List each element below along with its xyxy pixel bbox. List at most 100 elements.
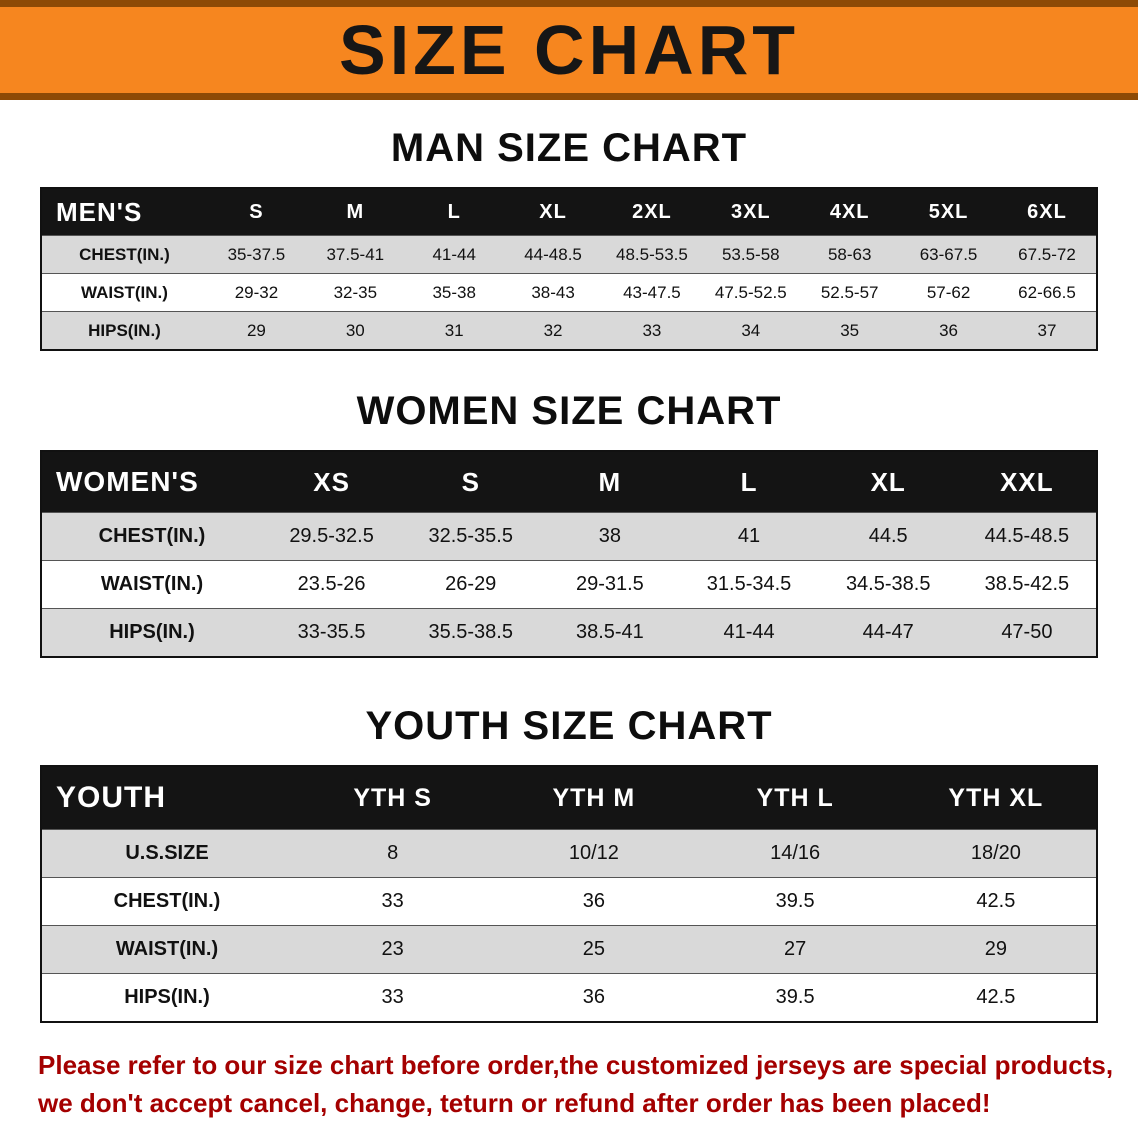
size-value-cell: 32 — [503, 311, 603, 350]
size-column-header: L — [679, 451, 819, 513]
table-header-row: MEN'S S M L XL 2XL 3XL 4XL 5XL 6XL — [41, 188, 1097, 236]
men-section-heading: MAN SIZE CHART — [390, 126, 748, 170]
table-header-row: WOMEN'S XS S M L XL XXL — [41, 451, 1097, 513]
size-value-cell: 33-35.5 — [262, 608, 402, 657]
size-value-cell: 29 — [895, 925, 1097, 974]
banner: SIZE CHART — [0, 0, 1138, 100]
size-value-cell: 25 — [493, 925, 695, 974]
size-value-cell: 36 — [493, 973, 695, 1022]
table-row: CHEST(IN.) 29.5-32.5 32.5-35.5 38 41 44.5 44.5… — [41, 512, 1097, 561]
size-column-header: XS — [262, 451, 402, 513]
size-value-cell: 35 — [800, 311, 900, 350]
size-value-cell: 41 — [679, 512, 819, 561]
table-row: HIPS(IN.) 33 36 39.5 42.5 — [41, 973, 1097, 1022]
size-value-cell: 35-37.5 — [207, 235, 306, 274]
table-row: HIPS(IN.) 29 30 31 32 33 34 35 36 37 — [41, 311, 1097, 350]
size-value-cell: 34.5-38.5 — [818, 560, 958, 609]
size-value-cell: 38 — [540, 512, 680, 561]
table-row: WAIST(IN.) 23 25 27 29 — [41, 925, 1097, 974]
women-section-heading: WOMEN SIZE CHART — [356, 389, 782, 433]
size-value-cell: 23.5-26 — [262, 560, 402, 609]
size-column-header: 3XL — [701, 188, 801, 236]
size-value-cell: 14/16 — [694, 829, 896, 878]
footer-notice: Please refer to our size chart before or… — [38, 1047, 1114, 1122]
footer-notice-line2: we don't accept cancel, change, teturn o… — [38, 1087, 991, 1118]
size-value-cell: 57-62 — [899, 273, 998, 312]
size-value-cell: 42.5 — [895, 973, 1097, 1022]
youth-section-heading: YOUTH SIZE CHART — [365, 704, 773, 748]
row-label: HIPS(IN.) — [41, 311, 207, 350]
women-size-table: WOMEN'S XS S M L XL XXL CHEST(IN.) 29.5-32.5 32.5… — [40, 450, 1098, 658]
size-value-cell: 39.5 — [694, 973, 896, 1022]
men-size-table: MEN'S S M L XL 2XL 3XL 4XL 5XL 6XL CHEST(IN.) 35-37… — [40, 187, 1098, 351]
size-value-cell: 31 — [404, 311, 504, 350]
size-column-header: M — [305, 188, 405, 236]
size-value-cell: 53.5-58 — [701, 235, 801, 274]
size-column-header: YTH M — [493, 766, 695, 830]
size-value-cell: 30 — [305, 311, 405, 350]
size-value-cell: 44.5 — [818, 512, 958, 561]
table-header-row: YOUTH YTH S YTH M YTH L YTH XL — [41, 766, 1097, 830]
size-column-header: 6XL — [998, 188, 1097, 236]
size-value-cell: 36 — [493, 877, 695, 926]
size-value-cell: 8 — [292, 829, 494, 878]
size-value-cell: 47-50 — [957, 608, 1097, 657]
size-value-cell: 29 — [207, 311, 306, 350]
table-row: CHEST(IN.) 33 36 39.5 42.5 — [41, 877, 1097, 926]
size-value-cell: 33 — [292, 877, 494, 926]
size-value-cell: 37 — [998, 311, 1097, 350]
row-label: HIPS(IN.) — [41, 973, 292, 1022]
size-value-cell: 42.5 — [895, 877, 1097, 926]
page-title: SIZE CHART — [339, 11, 799, 89]
size-value-cell: 26-29 — [401, 560, 541, 609]
size-value-cell: 29-32 — [207, 273, 306, 312]
row-label: WAIST(IN.) — [41, 273, 207, 312]
size-column-header: YTH XL — [895, 766, 1097, 830]
size-column-header: L — [404, 188, 504, 236]
footer-notice-line1: Please refer to our size chart before or… — [38, 1050, 1114, 1080]
size-value-cell: 41-44 — [679, 608, 819, 657]
size-column-header: XXL — [957, 451, 1097, 513]
table-row: CHEST(IN.) 35-37.5 37.5-41 41-44 44-48.5 48.5… — [41, 235, 1097, 274]
size-value-cell: 34 — [701, 311, 801, 350]
table-corner-label: YOUTH — [41, 766, 292, 830]
size-column-header: XL — [503, 188, 603, 236]
table-corner-label: WOMEN'S — [41, 451, 262, 513]
size-value-cell: 33 — [292, 973, 494, 1022]
size-value-cell: 32.5-35.5 — [401, 512, 541, 561]
size-value-cell: 39.5 — [694, 877, 896, 926]
size-column-header: M — [540, 451, 680, 513]
size-value-cell: 48.5-53.5 — [602, 235, 702, 274]
size-column-header: 2XL — [602, 188, 702, 236]
row-label: HIPS(IN.) — [41, 608, 262, 657]
row-label: WAIST(IN.) — [41, 925, 292, 974]
size-column-header: YTH S — [292, 766, 494, 830]
size-value-cell: 27 — [694, 925, 896, 974]
size-value-cell: 44-47 — [818, 608, 958, 657]
size-value-cell: 18/20 — [895, 829, 1097, 878]
size-value-cell: 44.5-48.5 — [957, 512, 1097, 561]
size-value-cell: 43-47.5 — [602, 273, 702, 312]
size-value-cell: 31.5-34.5 — [679, 560, 819, 609]
row-label: WAIST(IN.) — [41, 560, 262, 609]
row-label: CHEST(IN.) — [41, 877, 292, 926]
size-value-cell: 10/12 — [493, 829, 695, 878]
table-row: WAIST(IN.) 29-32 32-35 35-38 38-43 43-47.5 47.… — [41, 273, 1097, 312]
size-value-cell: 35.5-38.5 — [401, 608, 541, 657]
size-value-cell: 29.5-32.5 — [262, 512, 402, 561]
row-label: CHEST(IN.) — [41, 512, 262, 561]
size-value-cell: 33 — [602, 311, 702, 350]
size-value-cell: 29-31.5 — [540, 560, 680, 609]
size-value-cell: 36 — [899, 311, 998, 350]
size-column-header: 5XL — [899, 188, 998, 236]
table-row: WAIST(IN.) 23.5-26 26-29 29-31.5 31.5-34.5 34… — [41, 560, 1097, 609]
size-value-cell: 58-63 — [800, 235, 900, 274]
size-value-cell: 52.5-57 — [800, 273, 900, 312]
size-value-cell: 38-43 — [503, 273, 603, 312]
row-label: U.S.SIZE — [41, 829, 292, 878]
size-value-cell: 44-48.5 — [503, 235, 603, 274]
table-row: U.S.SIZE 8 10/12 14/16 18/20 — [41, 829, 1097, 878]
size-column-header: S — [401, 451, 541, 513]
size-column-header: XL — [818, 451, 958, 513]
